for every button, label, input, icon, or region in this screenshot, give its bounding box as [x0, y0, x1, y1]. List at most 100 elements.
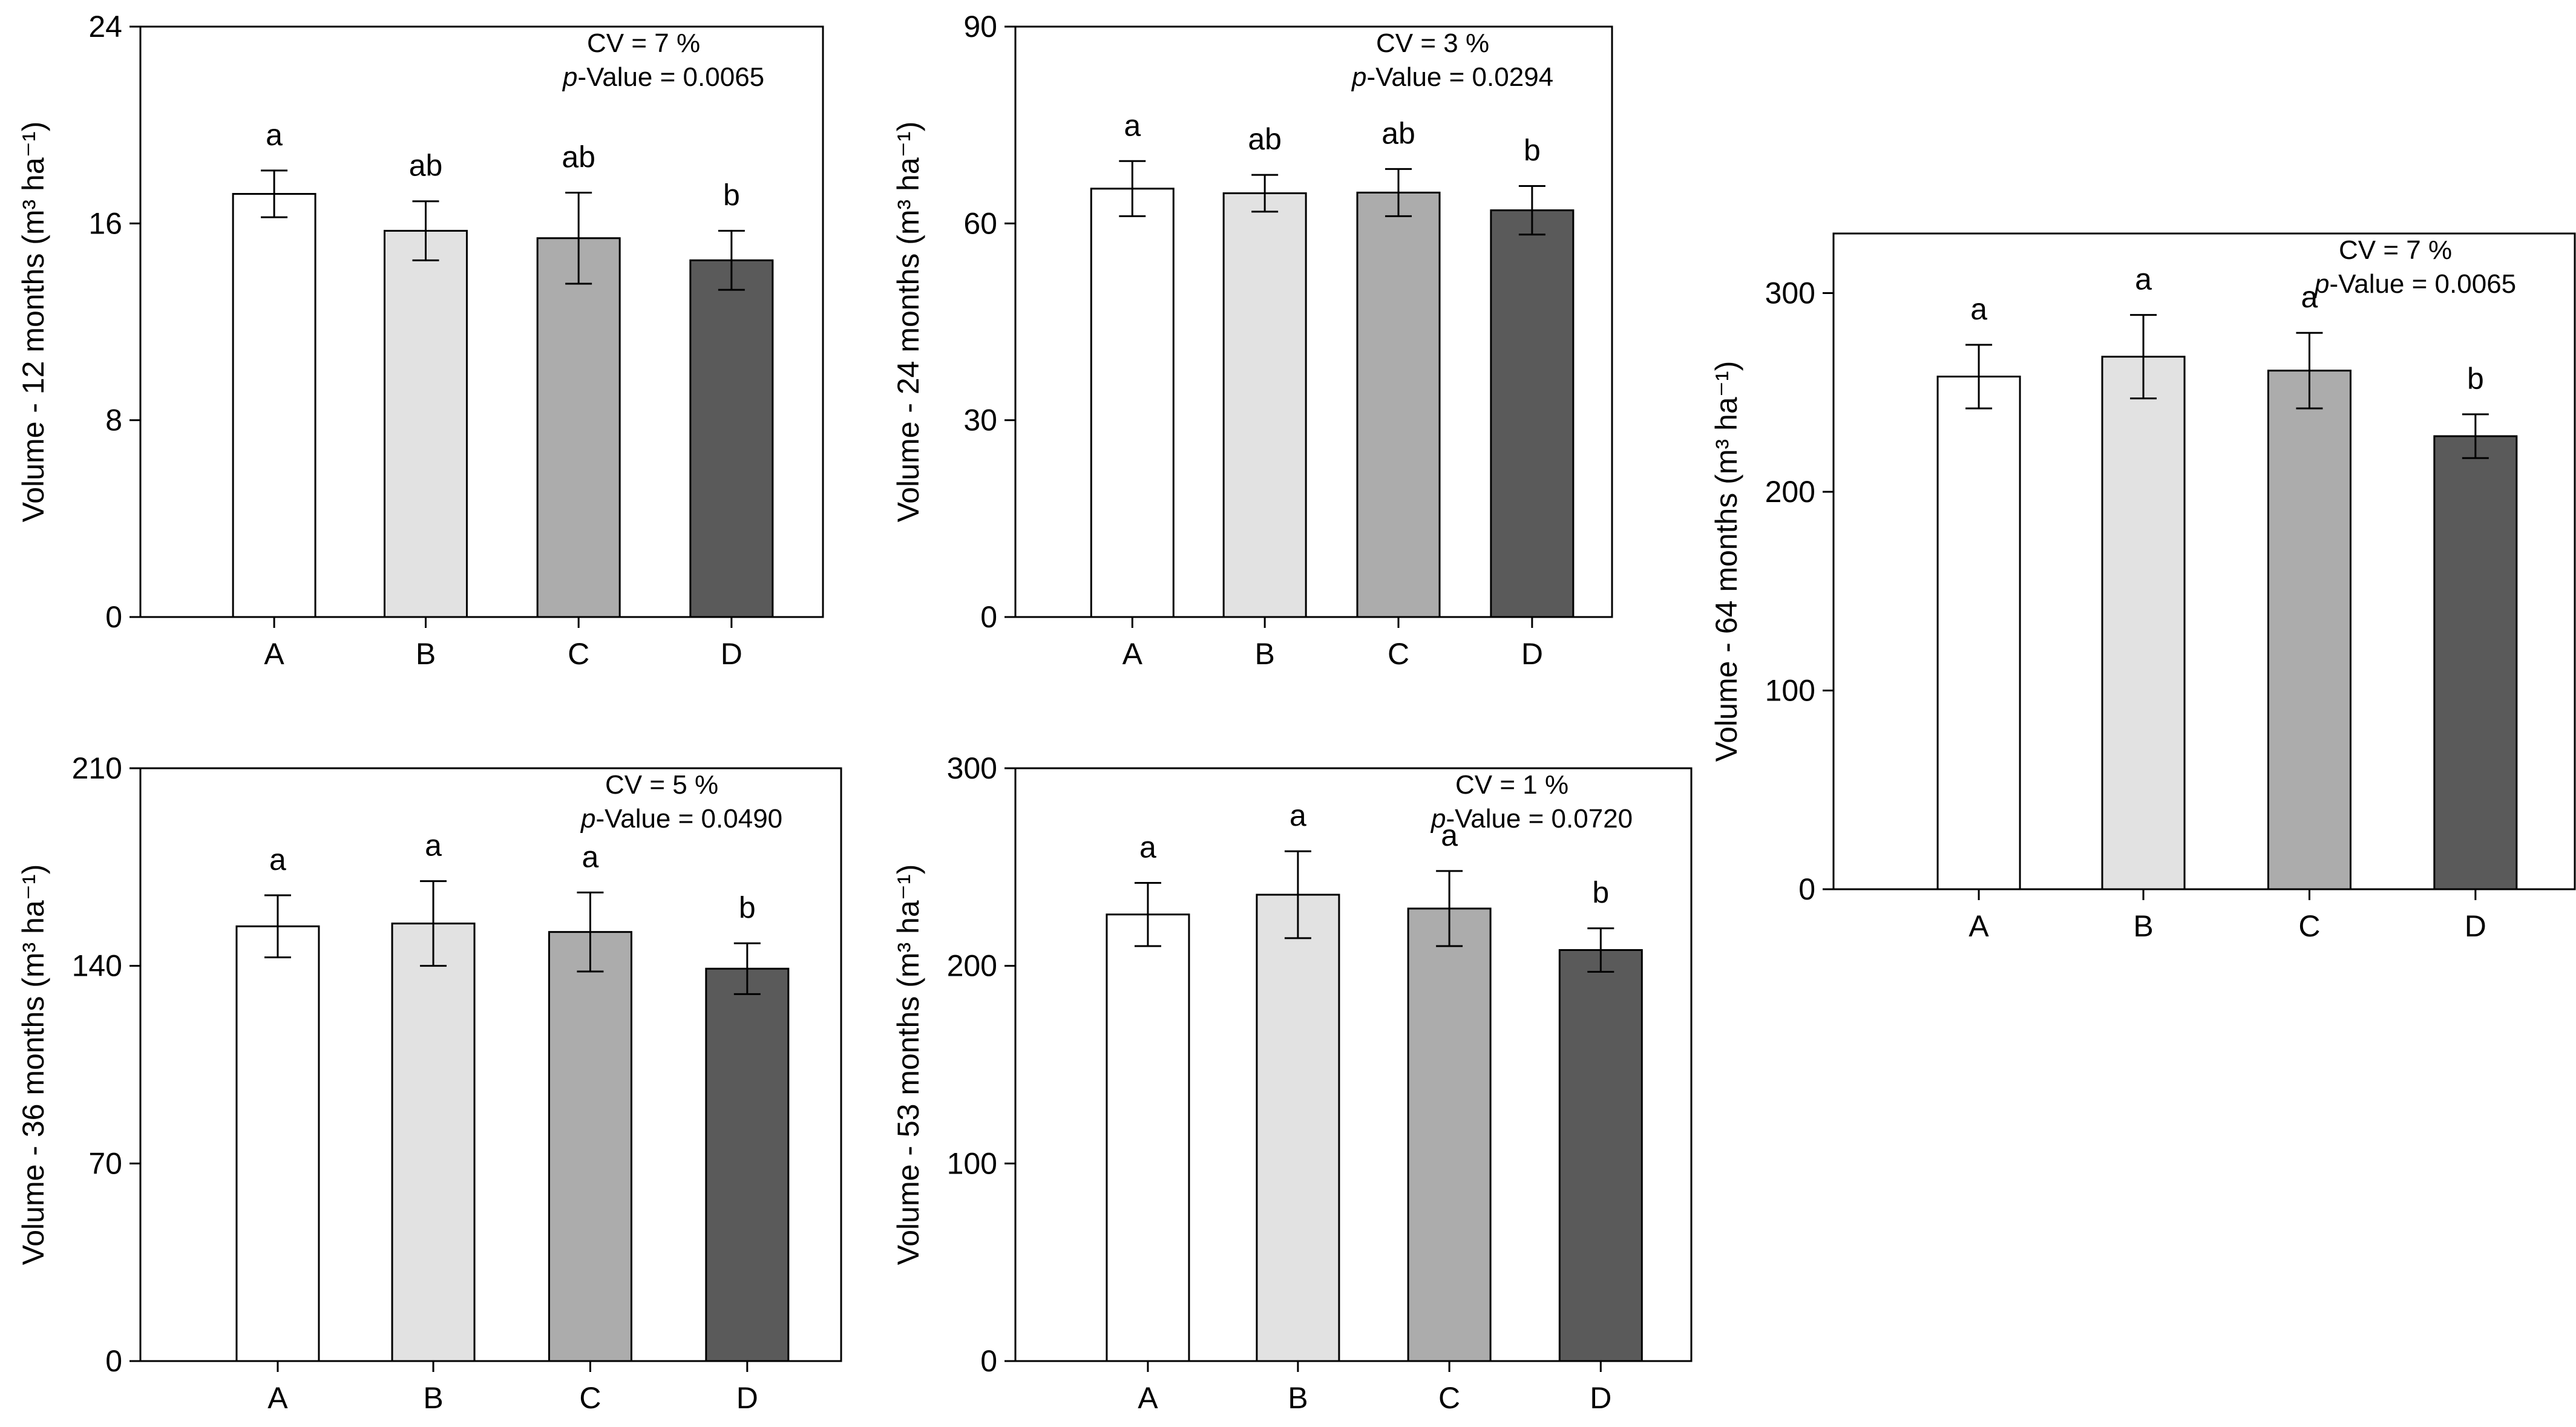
plot-frame [1014, 767, 1693, 1362]
plot-frame [1014, 25, 1613, 618]
plot-frame [139, 25, 824, 618]
y-tick-label: 140 [72, 949, 122, 983]
x-tick-label: D [1590, 1381, 1611, 1415]
cv-label: CV = 1 % [1455, 770, 1568, 800]
x-tick-label: B [416, 637, 436, 671]
y-tick-label: 0 [105, 600, 122, 634]
cv-label: CV = 7 % [587, 28, 700, 58]
significance-label: b [2467, 362, 2484, 396]
x-tick-label: A [267, 1381, 288, 1415]
plot-frame [139, 767, 842, 1362]
p-value-label: p-Value = 0.0720 [1430, 804, 1633, 834]
significance-label: a [269, 843, 286, 877]
x-tick-label: C [1388, 637, 1409, 671]
significance-label: a [2135, 263, 2152, 296]
x-tick-label: D [736, 1381, 758, 1415]
p-value-label: p-Value = 0.0294 [1351, 62, 1553, 92]
bar-d [1558, 949, 1643, 1362]
x-tick-label: D [721, 637, 742, 671]
x-tick-label: C [2298, 909, 2320, 943]
bar-b [384, 230, 468, 618]
chart-panel-vol-64: 0 100 200 300 a Aa Ba Cb D CV = 7 % p-Value = 0.00… [1709, 232, 2576, 943]
bar-a [232, 193, 316, 618]
y-tick-label: 100 [1765, 674, 1815, 708]
significance-label: b [1592, 876, 1609, 910]
x-tick-label: B [1254, 637, 1274, 671]
x-tick-label: B [1288, 1381, 1308, 1415]
y-axis-label: Volume - 53 months (m³ ha⁻¹) [891, 864, 925, 1265]
x-tick-label: B [2133, 909, 2153, 943]
y-axis-label: Volume - 36 months (m³ ha⁻¹) [16, 864, 50, 1265]
bar-c [1356, 191, 1441, 618]
y-axis-label: Volume - 24 months (m³ ha⁻¹) [891, 122, 925, 523]
bar-c [2267, 370, 2352, 890]
bar-b [1256, 893, 1340, 1362]
bar-b [391, 922, 476, 1362]
y-axis-label: Volume - 12 months (m³ ha⁻¹) [16, 122, 50, 523]
plot-frame [1832, 232, 2576, 890]
bar-d [705, 967, 790, 1362]
bar-a [235, 925, 320, 1362]
chart-panel-vol-53: 0 100 200 300 a Aa Ba Cb D CV = 1 % p-Value = 0.07… [891, 751, 1693, 1415]
y-tick-label: 210 [72, 751, 122, 785]
x-tick-label: A [1968, 909, 1989, 943]
y-tick-label: 16 [88, 206, 122, 240]
x-tick-label: C [1438, 1381, 1460, 1415]
y-axis-label: Volume - 64 months (m³ ha⁻¹) [1709, 361, 1743, 762]
y-tick-label: 8 [105, 403, 122, 437]
significance-label: a [1290, 798, 1306, 832]
x-tick-label: D [1521, 637, 1543, 671]
x-tick-label: A [1122, 637, 1143, 671]
x-tick-label: D [2465, 909, 2486, 943]
significance-label: ab [1381, 116, 1415, 150]
y-tick-label: 0 [980, 600, 997, 634]
significance-label: b [1524, 134, 1541, 168]
bar-b [1222, 192, 1307, 618]
x-tick-label: A [1138, 1381, 1158, 1415]
y-tick-label: 30 [963, 403, 997, 437]
significance-label: a [266, 118, 283, 152]
bar-d [2433, 435, 2518, 890]
y-tick-label: 300 [1765, 276, 1815, 310]
y-tick-label: 200 [1765, 475, 1815, 509]
bar-c [548, 931, 632, 1362]
significance-label: b [739, 890, 756, 924]
bar-a [1090, 188, 1175, 618]
significance-label: a [1139, 830, 1156, 864]
y-tick-label: 70 [88, 1146, 122, 1180]
y-tick-label: 90 [963, 10, 997, 44]
y-tick-label: 200 [947, 949, 997, 983]
cv-label: CV = 3 % [1376, 28, 1489, 58]
x-tick-label: C [568, 637, 589, 671]
cv-label: CV = 5 % [605, 770, 718, 800]
y-tick-label: 24 [88, 10, 122, 44]
chart-panel-vol-24: 0 30 60 90 a Aab Bab Cb D CV = 3 % p-Value = 0.029… [891, 10, 1613, 671]
significance-label: ab [562, 140, 595, 174]
y-tick-label: 0 [980, 1344, 997, 1378]
x-tick-label: B [423, 1381, 443, 1415]
y-tick-label: 0 [1798, 872, 1815, 906]
significance-label: a [425, 829, 442, 863]
significance-label: a [1124, 108, 1141, 142]
significance-label: ab [1248, 122, 1282, 156]
p-value-label: p-Value = 0.0065 [2313, 269, 2516, 299]
y-tick-label: 100 [947, 1146, 997, 1180]
x-tick-label: A [264, 637, 284, 671]
bar-c [1407, 907, 1492, 1362]
significance-label: a [2301, 280, 2318, 314]
cv-label: CV = 7 % [2339, 235, 2452, 265]
bar-c [536, 237, 621, 618]
chart-panel-vol-12: 0 8 16 24 a Aab Bab Cb D CV = 7 % p-Value = 0.0065… [16, 10, 824, 671]
significance-label: b [723, 178, 740, 212]
significance-label: a [1970, 292, 1987, 326]
chart-panel-vol-36: 0 70 140 210 a Aa Ba Cb D CV = 5 % p-Value = 0.049… [16, 751, 842, 1415]
significance-label: a [582, 840, 599, 874]
bar-a [1106, 913, 1190, 1362]
significance-label: a [1441, 818, 1458, 852]
y-tick-label: 0 [105, 1344, 122, 1378]
bar-b [2101, 356, 2186, 890]
p-value-label: p-Value = 0.0490 [580, 804, 782, 834]
bar-d [689, 259, 774, 618]
bar-d [1490, 209, 1575, 618]
